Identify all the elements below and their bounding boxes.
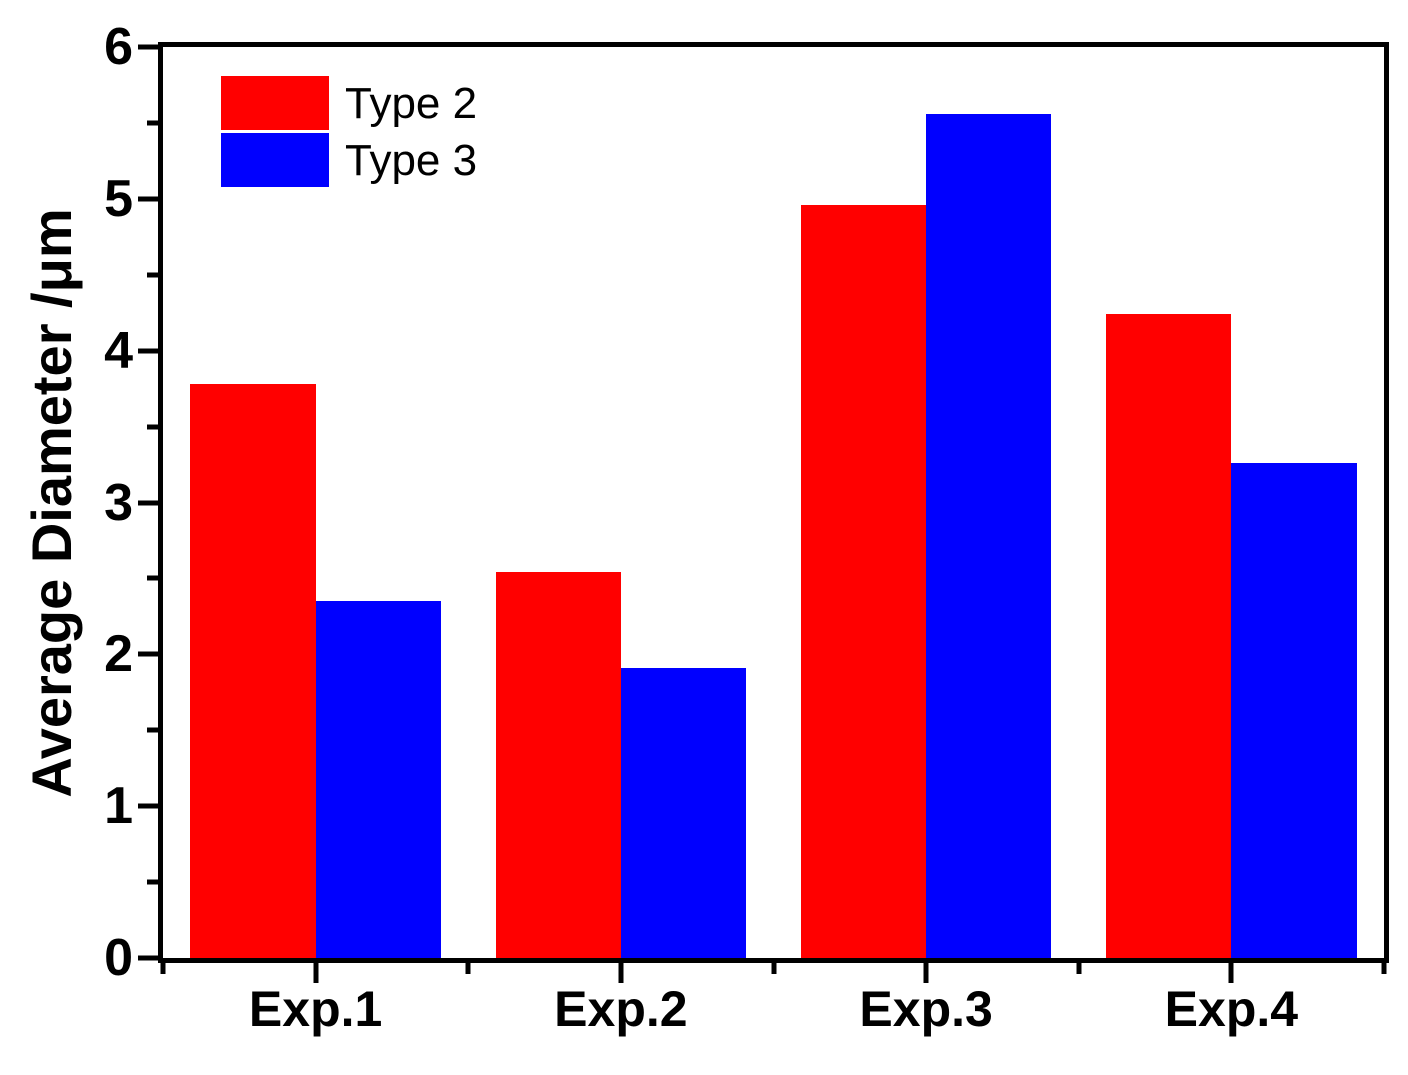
y-minor-tick [147,120,158,126]
x-minor-tick [160,963,166,974]
bar [190,384,316,958]
y-major-tick [138,196,158,202]
y-minor-tick [147,727,158,733]
y-tick-label: 1 [104,777,133,836]
bar [315,601,441,958]
y-major-tick [138,348,158,354]
plot-area: Type 2 Type 3 [138,42,1389,983]
bar [1106,314,1232,958]
x-minor-tick [1076,963,1082,974]
y-tick-label: 5 [104,169,133,228]
x-major-tick [618,963,624,983]
y-tick-label: 6 [104,18,133,76]
y-major-tick [138,803,158,809]
y-major-tick [138,44,158,50]
y-minor-tick [147,575,158,581]
y-tick-labels: 0 1 2 3 4 5 6 [0,18,133,987]
x-tick-label: Exp.2 [554,981,688,1037]
bar [1231,463,1357,958]
y-major-tick [138,955,158,961]
y-minor-tick [147,879,158,885]
x-minor-tick [465,963,471,974]
x-major-tick [1228,963,1234,983]
x-tick-labels: Exp.1 Exp.2 Exp.3 Exp.4 [163,978,1384,1058]
legend-swatch [221,76,329,130]
y-minor-tick [147,272,158,278]
y-tick-label: 4 [104,321,133,380]
y-major-tick [138,500,158,505]
y-tick-label: 2 [104,625,133,684]
bar [800,204,927,958]
x-tick-label: Exp.3 [859,981,993,1037]
y-tick-label: 3 [104,473,133,532]
bar [620,668,747,958]
x-tick-label: Exp.1 [248,981,383,1037]
legend-label: Type 2 [345,79,478,128]
x-major-tick [313,963,319,983]
x-major-tick [923,963,929,983]
legend-label: Type 3 [345,136,478,185]
x-minor-tick [1381,963,1387,974]
legend-swatch [221,133,329,187]
y-minor-tick [147,424,158,430]
y-tick-label: 0 [104,929,133,987]
bar [926,113,1052,958]
x-tick-label: Exp.4 [1164,981,1299,1037]
bar [495,572,621,958]
x-minor-tick [771,963,776,974]
y-major-tick [138,651,158,657]
